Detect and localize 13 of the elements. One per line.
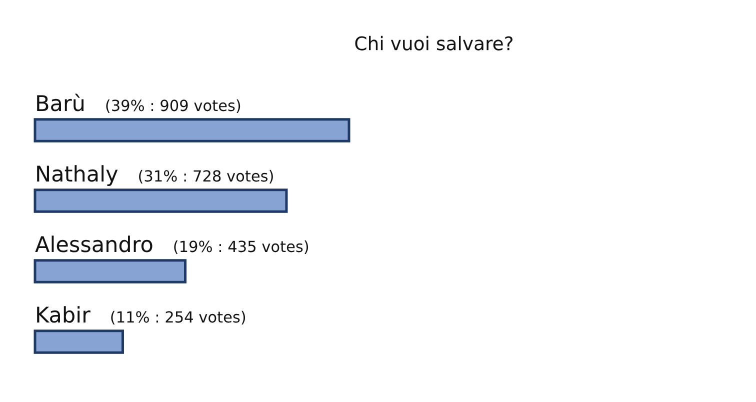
data-label: (19% : 435 votes) — [174, 240, 308, 254]
y-tick-label: Barù — [37, 94, 84, 112]
data-label: (31% : 728 votes) — [139, 170, 273, 184]
y-tick-label: Alessandro — [35, 236, 152, 252]
text: Chi vuoi salvare? — [355, 36, 512, 50]
data-label: (11% : 254 votes) — [111, 310, 246, 325]
data-label: (39% : 909 votes) — [106, 99, 240, 114]
bar — [34, 259, 187, 284]
y-tick-label: Kabir — [37, 306, 90, 323]
bar — [34, 330, 124, 354]
y-tick-label: Nathaly — [37, 165, 118, 186]
bar — [34, 188, 288, 213]
bar — [34, 118, 350, 142]
